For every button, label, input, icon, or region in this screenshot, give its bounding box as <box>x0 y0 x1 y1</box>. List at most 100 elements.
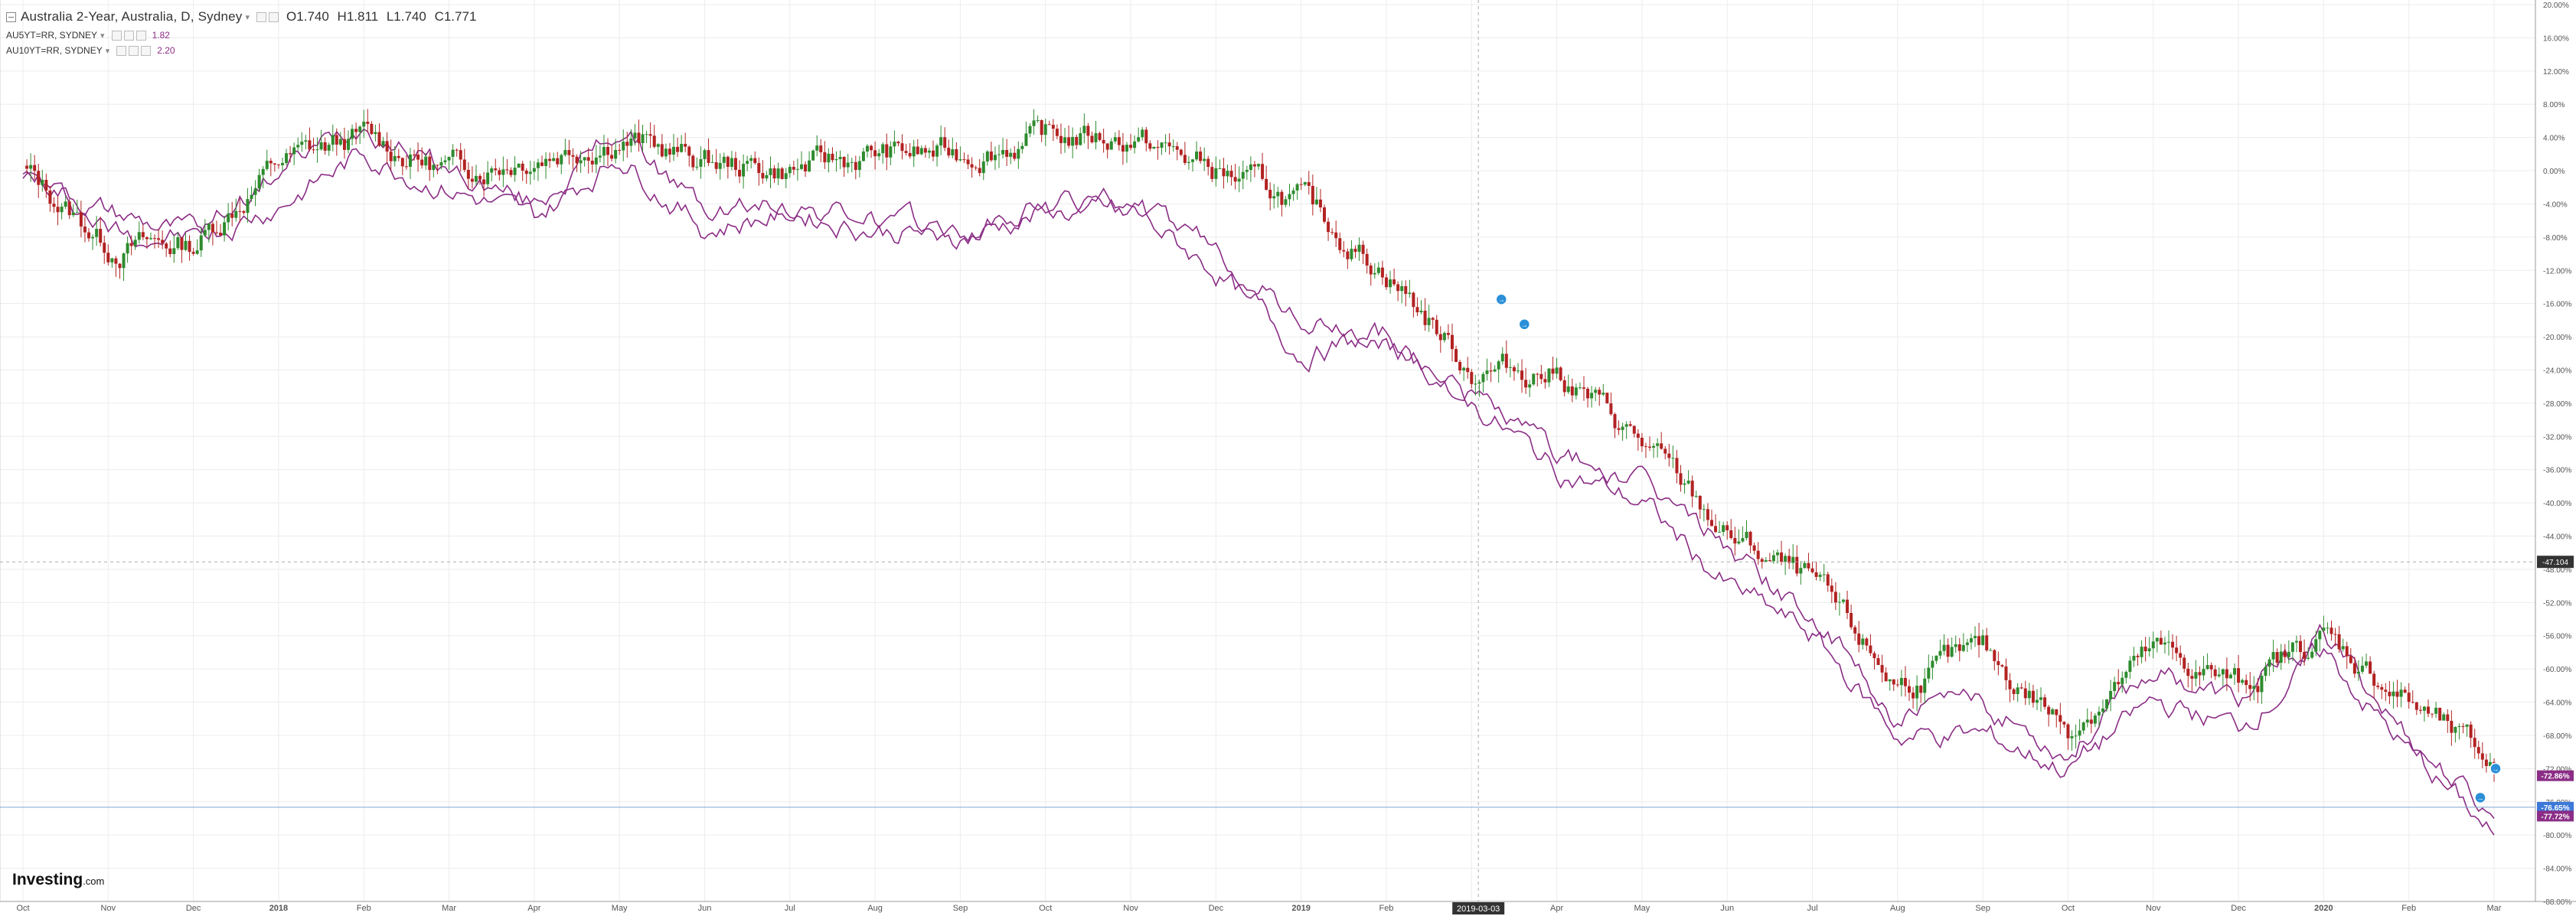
candle-body <box>2376 686 2380 687</box>
x-tick-label: 2019 <box>1291 904 1310 913</box>
candle-body <box>753 158 757 164</box>
candle-body <box>2399 689 2403 697</box>
candle-body <box>513 168 517 175</box>
candle-body <box>1702 509 1706 510</box>
candle-body <box>1249 164 1252 171</box>
candle-body <box>1850 613 1853 628</box>
event-marker-circle[interactable] <box>1495 293 1507 305</box>
legend-compare-row-2: AU10YT=RR, SYDNEY ▾ 2.20 <box>6 43 481 58</box>
hide-button[interactable] <box>269 11 279 22</box>
candle-body <box>691 155 695 168</box>
candle-body <box>474 175 478 182</box>
event-marker-circle[interactable] <box>2474 791 2486 804</box>
compare-settings-button[interactable] <box>116 45 127 56</box>
candle-body <box>1350 249 1353 259</box>
compare-remove-button[interactable] <box>141 45 152 56</box>
candle-body <box>2051 709 2055 715</box>
candle-body <box>831 153 834 161</box>
event-marker-icon[interactable]: → <box>1518 318 1531 331</box>
candle-body <box>652 135 656 147</box>
candle-body <box>33 165 37 171</box>
candle-body <box>765 174 769 179</box>
event-marker-icon[interactable]: → <box>2474 791 2486 804</box>
candle-body <box>2330 628 2333 634</box>
candle-body <box>195 250 199 254</box>
candle-body <box>1284 199 1288 205</box>
candle-body <box>1880 664 1884 673</box>
candle-body <box>1195 152 1199 160</box>
candle-body <box>548 158 552 161</box>
compare-hide-button[interactable] <box>123 30 134 41</box>
compare-hide-button[interactable] <box>129 45 139 56</box>
candle-body <box>1617 428 1621 430</box>
crosshair-price-label: -47.104 <box>2542 559 2568 567</box>
candle-body <box>1431 318 1435 320</box>
candle-body <box>2085 719 2089 723</box>
candle-body <box>2365 661 2369 666</box>
collapse-icon[interactable] <box>6 11 16 22</box>
candle-body <box>1311 185 1314 205</box>
candle-body <box>1160 142 1164 148</box>
ohlc-values: O1.740 H1.811 L1.740 C1.771 <box>286 9 481 24</box>
candle-body <box>1203 158 1206 161</box>
x-tick-label: Apr <box>527 904 540 913</box>
event-marker-icon[interactable]: → <box>1495 293 1507 305</box>
candle-body <box>1656 443 1660 446</box>
event-marker-circle[interactable] <box>1518 318 1531 331</box>
candle-body <box>808 160 811 171</box>
candle-body <box>2480 753 2484 760</box>
candle-body <box>1474 383 1477 385</box>
candle-body <box>2019 687 2023 689</box>
candle-body <box>1574 387 1578 396</box>
candle-body <box>1536 373 1539 375</box>
candle-body <box>1876 658 1880 665</box>
candle-body <box>1768 560 1771 562</box>
candle-body <box>2414 702 2418 710</box>
candle-body <box>2260 676 2264 693</box>
candle-body <box>656 144 660 147</box>
price-tag-bottom-box <box>2537 810 2574 822</box>
candle-body <box>1861 638 1865 645</box>
candle-body <box>432 165 436 171</box>
candle-body <box>1183 155 1187 163</box>
chevron-down-icon[interactable]: ▾ <box>105 46 110 56</box>
candle-body <box>1028 126 1032 134</box>
candle-body <box>470 178 474 182</box>
compare-value-1: 1.82 <box>152 30 170 41</box>
candle-body <box>2287 651 2290 657</box>
candle-body <box>2089 719 2093 724</box>
candle-body <box>385 141 389 152</box>
candle-body <box>865 145 869 152</box>
candle-body <box>1435 319 1438 334</box>
candle-body <box>1551 368 1555 374</box>
candle-body <box>2113 682 2117 691</box>
candle-body <box>1373 272 1376 275</box>
event-marker-circle[interactable] <box>2489 762 2502 775</box>
candle-body <box>2101 708 2104 712</box>
candle-body <box>315 149 319 151</box>
candle-body <box>2431 713 2434 715</box>
event-marker-icon[interactable]: → <box>2489 762 2502 775</box>
candle-body <box>2163 642 2166 645</box>
chevron-down-icon[interactable]: ▾ <box>245 12 250 22</box>
compare-settings-button[interactable] <box>111 30 122 41</box>
candle-body <box>927 150 931 153</box>
candle-body <box>521 163 524 171</box>
candle-body <box>1609 403 1613 415</box>
candle-body <box>1404 285 1408 295</box>
candle-body <box>2171 641 2175 648</box>
candle-body <box>1594 390 1598 393</box>
candle-body <box>1969 637 1973 643</box>
settings-button[interactable] <box>256 11 267 22</box>
candle-body <box>684 144 687 147</box>
compare-remove-button[interactable] <box>135 30 146 41</box>
candle-body <box>788 167 792 174</box>
chevron-down-icon[interactable]: ▾ <box>100 31 105 41</box>
candle-body <box>1648 446 1652 448</box>
candle-body <box>637 132 641 144</box>
candle-body <box>1094 133 1098 142</box>
candle-body <box>1121 145 1125 152</box>
x-tick-label: Feb <box>1379 904 1393 913</box>
candle-body <box>1043 124 1047 135</box>
